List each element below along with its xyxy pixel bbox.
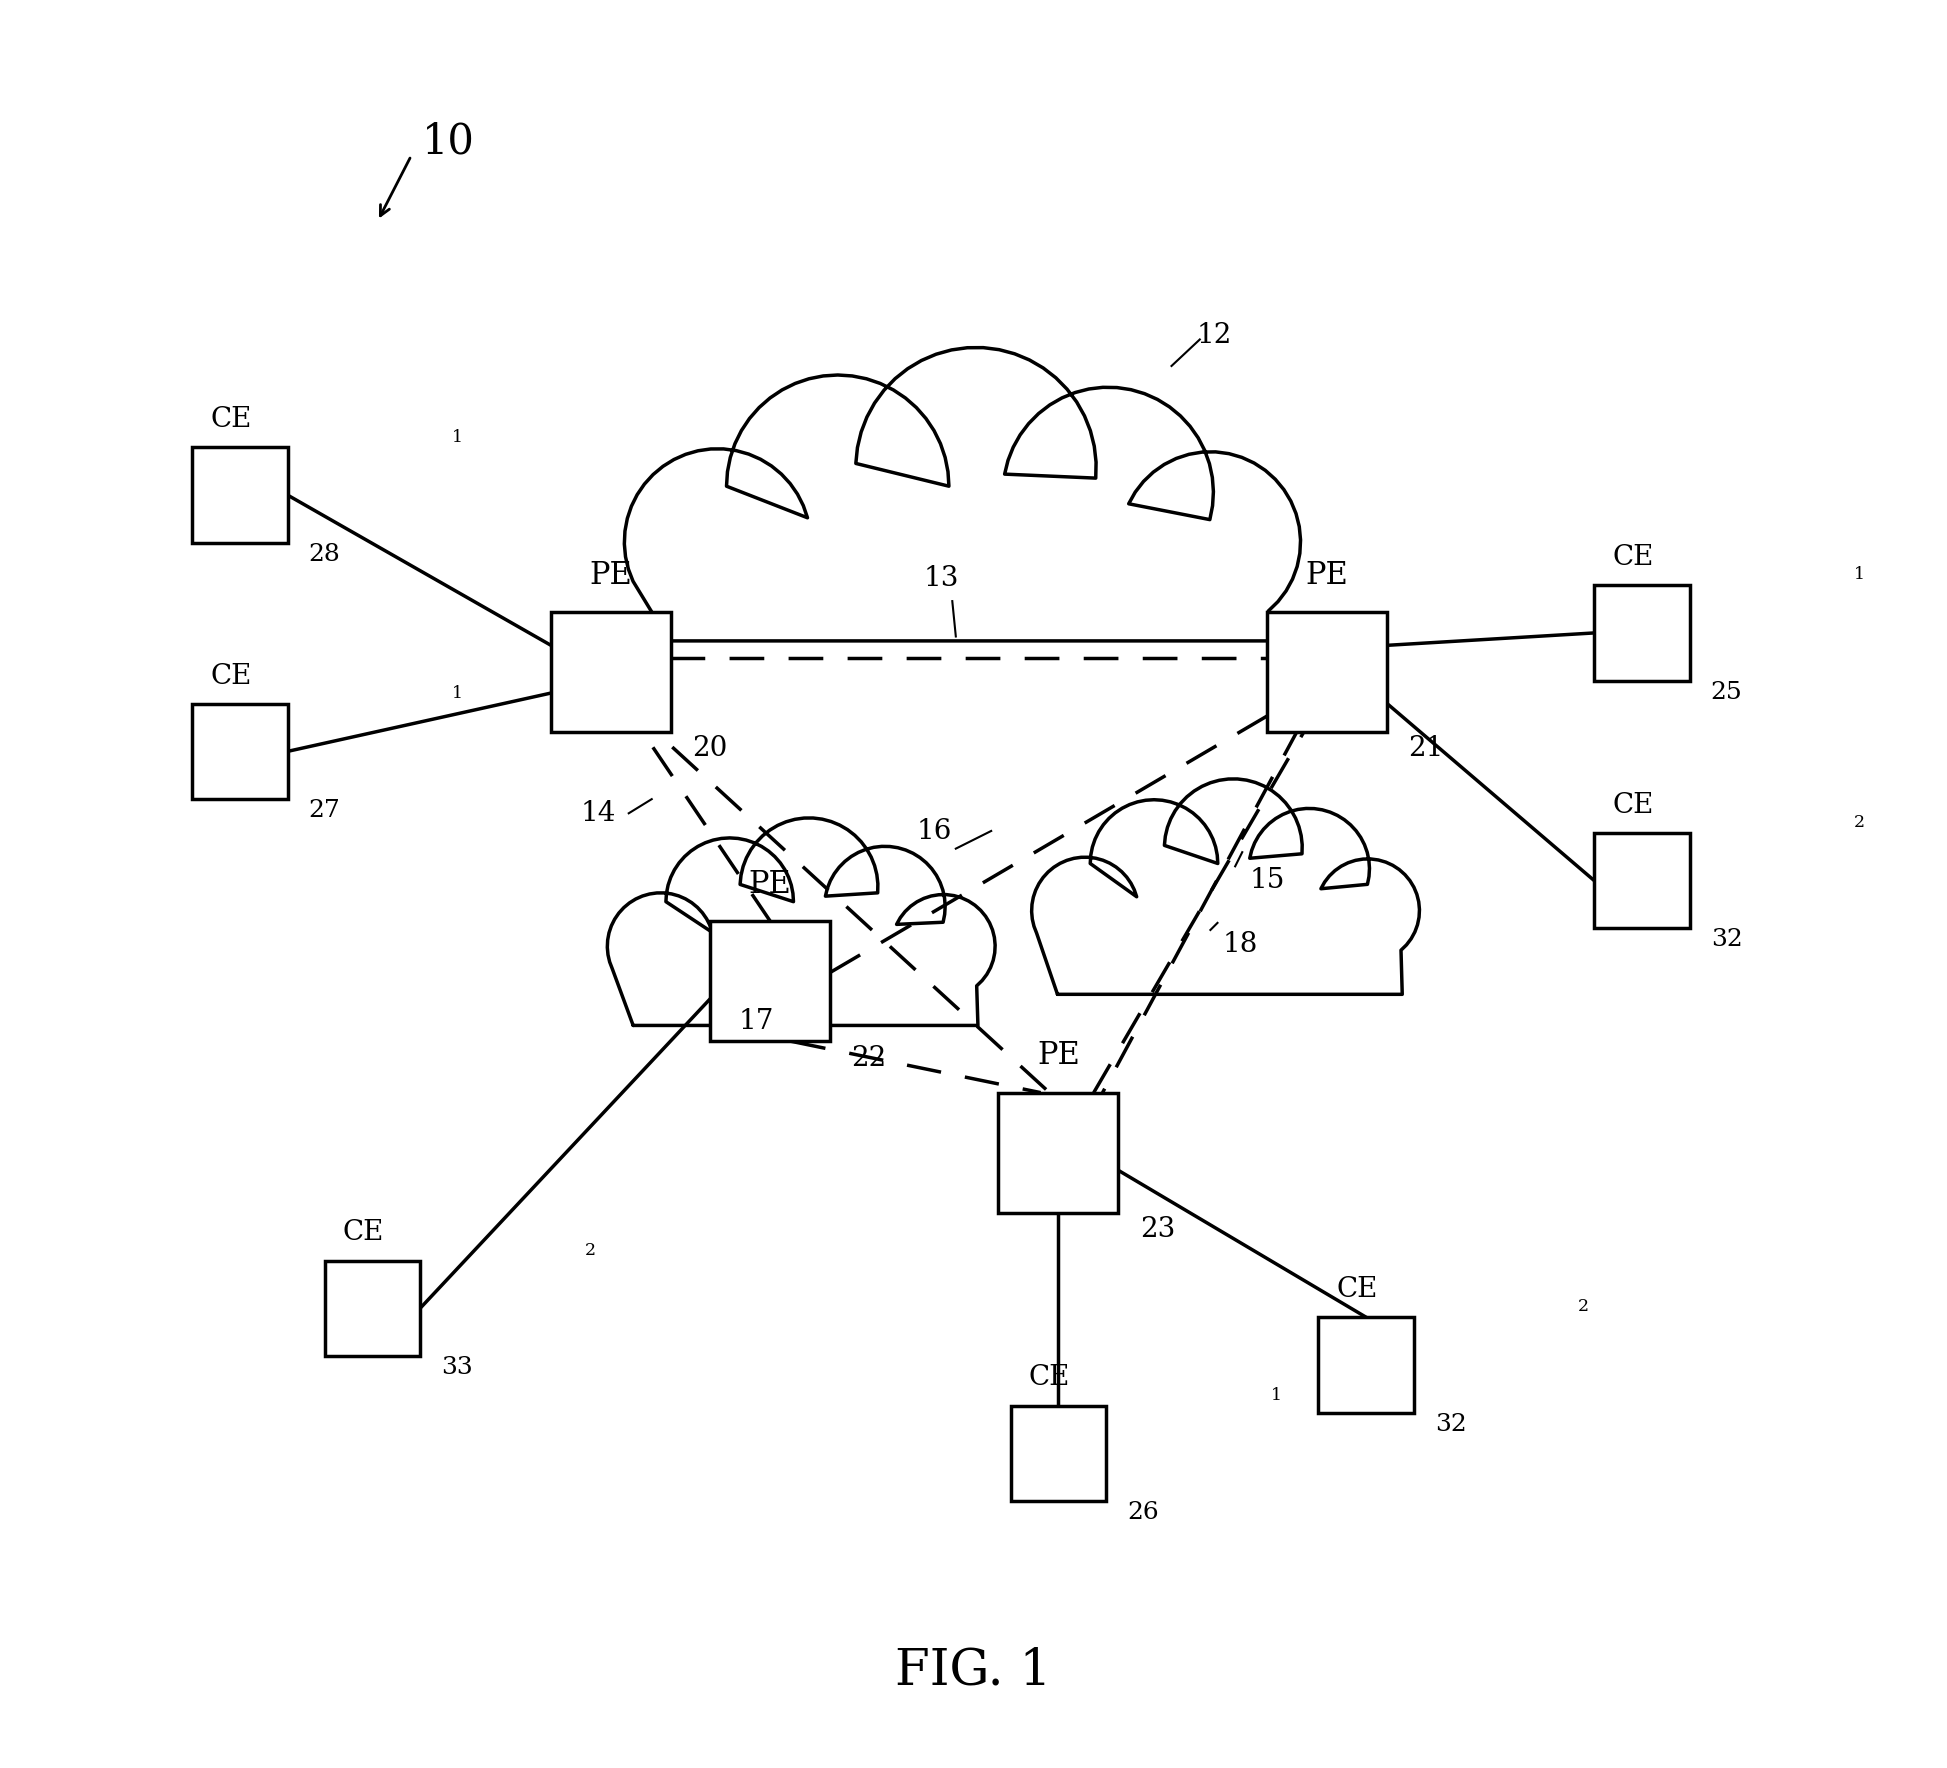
Bar: [1595, 585, 1690, 681]
Polygon shape: [625, 348, 1301, 642]
Text: 2: 2: [584, 1241, 596, 1259]
Text: 23: 23: [1139, 1216, 1174, 1243]
Text: CE: CE: [1028, 1365, 1071, 1391]
Text: 1: 1: [452, 684, 463, 702]
Text: 2: 2: [1579, 1298, 1589, 1315]
Text: 21: 21: [1408, 735, 1445, 762]
Text: 14: 14: [580, 799, 617, 827]
Text: 10: 10: [422, 120, 475, 163]
Text: 13: 13: [925, 566, 960, 592]
Text: CE: CE: [343, 1220, 384, 1246]
Text: 2: 2: [1854, 813, 1865, 831]
Text: 26: 26: [1127, 1501, 1158, 1524]
Text: CE: CE: [210, 663, 251, 690]
Text: 18: 18: [1223, 930, 1258, 958]
Text: PE: PE: [750, 868, 792, 900]
Text: 15: 15: [1250, 866, 1285, 895]
Bar: [711, 921, 829, 1041]
Bar: [1010, 1406, 1106, 1501]
Text: CE: CE: [210, 407, 251, 433]
Text: CE: CE: [1612, 792, 1653, 819]
Text: 17: 17: [738, 1008, 773, 1036]
Text: 16: 16: [917, 819, 952, 845]
Bar: [193, 447, 288, 543]
Bar: [1318, 1317, 1414, 1413]
Bar: [193, 704, 288, 799]
Polygon shape: [607, 819, 995, 1025]
Text: 12: 12: [1195, 322, 1232, 350]
Bar: [325, 1261, 421, 1356]
Text: 1: 1: [1854, 566, 1865, 583]
Text: FIG. 1: FIG. 1: [896, 1646, 1051, 1696]
Text: 28: 28: [310, 543, 341, 566]
Text: CE: CE: [1612, 545, 1653, 571]
Text: 27: 27: [310, 799, 341, 822]
Text: 1: 1: [1271, 1386, 1281, 1404]
Text: 33: 33: [442, 1356, 473, 1379]
Text: 22: 22: [851, 1045, 886, 1071]
Text: 25: 25: [1711, 681, 1743, 704]
Bar: [1267, 612, 1386, 732]
Bar: [551, 612, 672, 732]
Text: PE: PE: [1038, 1040, 1081, 1071]
Text: CE: CE: [1336, 1276, 1378, 1303]
Bar: [999, 1093, 1118, 1213]
Polygon shape: [1032, 780, 1419, 994]
Text: 32: 32: [1711, 928, 1743, 951]
Text: PE: PE: [1306, 559, 1349, 591]
Text: 1: 1: [452, 428, 463, 446]
Text: 20: 20: [693, 735, 728, 762]
Text: 32: 32: [1435, 1413, 1466, 1436]
Text: PE: PE: [590, 559, 633, 591]
Bar: [1595, 833, 1690, 928]
